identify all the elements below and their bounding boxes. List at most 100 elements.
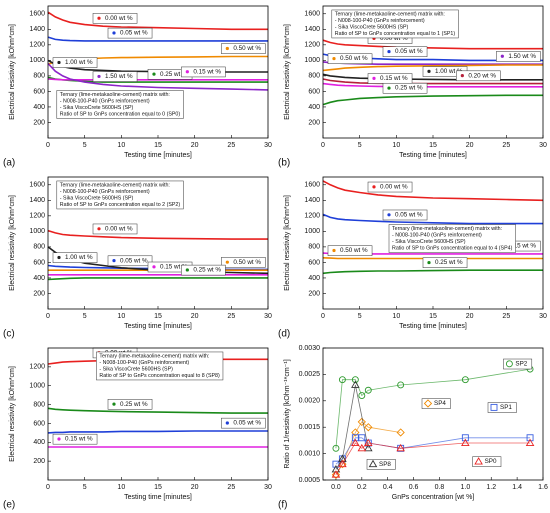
label-dot: [500, 54, 504, 58]
x-tick-label: 10: [117, 313, 125, 320]
y-tick-label: 1400: [29, 197, 45, 204]
point: [358, 434, 366, 442]
panel: 200 400 600 800 1000 1200 0 5 10 15 20 25 30 Testing …: [3, 347, 272, 511]
plot-frame: [322, 176, 544, 310]
point: [461, 434, 469, 442]
x-tick-label: 30: [539, 142, 547, 149]
label-dot: [387, 49, 391, 54]
series-label: 0.00 wt %: [380, 35, 408, 42]
y-tick-label: 1400: [304, 26, 320, 33]
line: [47, 229, 268, 240]
series-label: 0.15 wt %: [508, 243, 536, 250]
series-label: 1.00 wt %: [65, 254, 93, 261]
y-tick-label: 0.0025: [299, 371, 321, 378]
note-line: Ratio of SP to GnPs concentration equal …: [99, 373, 220, 379]
x-tick-label: 5: [358, 313, 362, 320]
series-label: 0.20 wt %: [468, 72, 496, 79]
panel-label: (f): [278, 500, 287, 511]
series-label: 0.05 wt %: [120, 30, 148, 37]
y-tick-label: 600: [308, 88, 320, 95]
point: [357, 443, 367, 452]
y-tick-label: 1200: [29, 42, 45, 49]
label-box: [327, 245, 373, 256]
series-label: 1.00 wt %: [65, 59, 93, 66]
x-tick-label: 15: [429, 142, 437, 149]
note: Ternary (lime-metakaoline-cement) matrix…: [331, 9, 459, 39]
x-tick-label: 0: [321, 142, 325, 149]
y-tick-label: 800: [33, 73, 45, 80]
label-dot: [97, 227, 101, 231]
series-label: 0.25 wt %: [435, 259, 463, 266]
x-tick-label: 20: [466, 313, 474, 320]
panel: 200 400 600 800 1000 1200 1400 1600 0 5 10 15 20 25 30…: [3, 5, 272, 169]
label-box: [92, 223, 138, 235]
x-tick-label: 15: [154, 313, 162, 320]
y-tick-label: 1600: [304, 11, 320, 18]
line: [47, 430, 268, 434]
label-box: [456, 70, 501, 82]
point: [423, 399, 433, 408]
label-dot: [112, 402, 116, 406]
y-tick-label: 200: [33, 458, 45, 465]
y-tick-label: 400: [33, 104, 45, 111]
point: [358, 392, 366, 399]
y-tick-label: 0.0010: [299, 450, 321, 457]
x-tick-label: 10: [392, 142, 400, 149]
y-axis-label: Electrical resistivity [kOhm*cm]: [284, 195, 291, 291]
line: [335, 368, 531, 449]
label-box: [367, 181, 413, 193]
y-tick-label: 800: [308, 244, 320, 251]
x-tick-label: 30: [539, 313, 547, 320]
plot-frame: [322, 347, 544, 481]
note-box: [96, 351, 224, 381]
panel-label: (c): [3, 329, 15, 340]
label-box: [52, 433, 98, 445]
label-dot: [427, 260, 431, 265]
point: [357, 417, 366, 427]
x-tick-label: 25: [227, 313, 235, 320]
point: [364, 438, 373, 446]
note-line: - Sika ViscoCrete 5600HS (SP): [335, 24, 409, 30]
y-tick-label: 1200: [29, 213, 45, 220]
label-box: [107, 399, 153, 410]
label-dot: [460, 74, 464, 78]
y-tick-label: 0.0030: [299, 345, 321, 352]
x-tick-label: 5: [83, 313, 87, 320]
y-tick-label: 200: [33, 119, 45, 126]
series-label: 0.05 wt %: [395, 48, 423, 55]
panel: 0.0005 0.0010 0.0015 0.0020 0.0025 0.0030 0.0 0…: [278, 345, 548, 511]
y-tick-label: 600: [33, 259, 45, 266]
x-tick-label: 30: [264, 484, 272, 491]
x-tick-label: 1.0: [460, 484, 470, 491]
x-tick-label: 0.4: [383, 484, 393, 491]
y-tick-label: 400: [308, 275, 320, 282]
note-line: Ratio of SP to GnPs concentration equal …: [60, 111, 181, 117]
label-box: [181, 66, 226, 78]
label-dot: [185, 70, 189, 74]
x-tick-label: 25: [227, 484, 235, 491]
label-dot: [57, 437, 61, 441]
note: Ternary (lime-metakaoline-cement) matrix…: [56, 90, 184, 119]
x-tick-label: 30: [264, 313, 272, 320]
x-tick-label: 25: [502, 313, 510, 320]
series-label: 1.50 wt %: [508, 53, 536, 60]
x-tick-label: 1.2: [486, 484, 496, 491]
point: [338, 376, 346, 384]
point: [461, 438, 470, 446]
series-label: 0.50 wt %: [233, 45, 261, 52]
y-tick-label: 800: [33, 244, 45, 251]
point: [396, 428, 405, 437]
point: [351, 434, 359, 442]
label-box: [487, 402, 517, 413]
series-label: 0.25 wt %: [193, 267, 221, 274]
panel-label: (b): [278, 158, 290, 169]
line: [322, 82, 543, 88]
line: [322, 213, 543, 225]
label-box: [52, 252, 98, 263]
label-box: [366, 459, 396, 470]
plot-frame: [47, 5, 269, 139]
label-box: [422, 257, 468, 268]
x-axis-label: Testing time [minutes]: [124, 494, 192, 501]
x-tick-label: 5: [83, 484, 87, 491]
